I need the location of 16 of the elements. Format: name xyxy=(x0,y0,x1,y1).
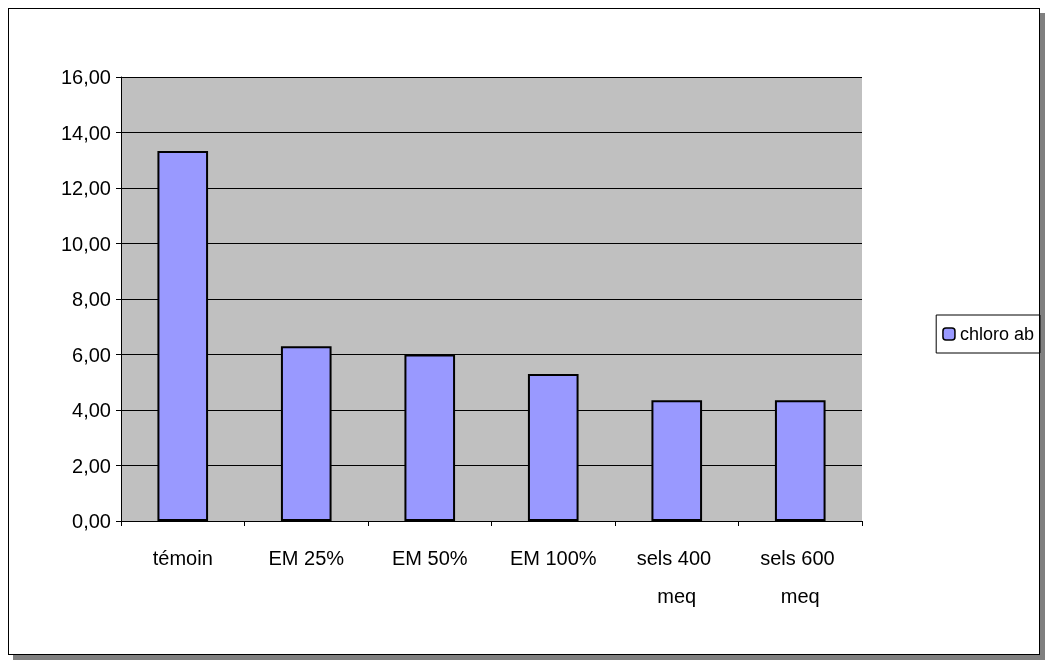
y-tick-label: 0,00 xyxy=(72,510,111,532)
y-tick-label: 2,00 xyxy=(72,454,111,477)
x-tick-label: EM 50% xyxy=(391,547,468,569)
y-tick-label: 10,00 xyxy=(60,232,111,255)
y-tick-label: 8,00 xyxy=(72,288,111,310)
legend-label: chloro ab xyxy=(959,324,1035,344)
x-tick-label: EM 100% xyxy=(509,547,597,569)
y-tick-label: 16,00 xyxy=(60,66,111,88)
y-tick-label: 12,00 xyxy=(60,177,111,199)
y-tick-label: 14,00 xyxy=(60,121,111,144)
x-tick-label: sels 400 meq xyxy=(636,547,717,607)
x-tick-label: EM 25% xyxy=(268,547,345,569)
y-tick-label: 6,00 xyxy=(72,343,111,366)
x-tick-label: sels 600 meq xyxy=(760,547,841,607)
x-tick-label: témoin xyxy=(152,547,213,569)
y-tick-label: 4,00 xyxy=(72,399,111,421)
